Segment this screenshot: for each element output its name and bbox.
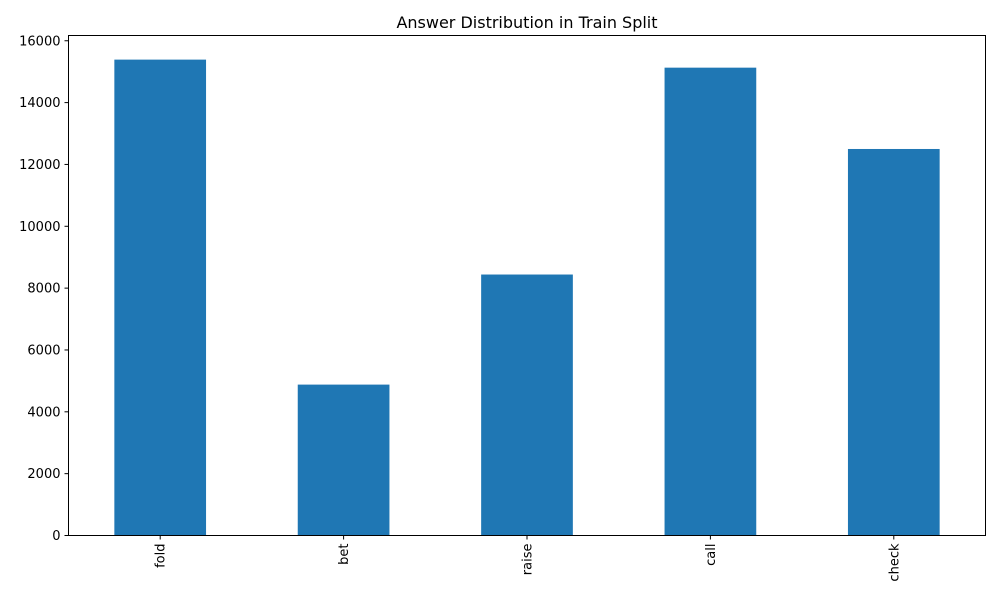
x-tick-label-raise: raise bbox=[521, 544, 536, 576]
y-tick-label: 16000 bbox=[19, 34, 60, 49]
x-tick-label-bet: bet bbox=[337, 544, 352, 565]
x-tick-label-call: call bbox=[704, 544, 719, 566]
bar-check bbox=[847, 148, 940, 536]
y-tick-label: 12000 bbox=[19, 158, 60, 173]
y-tick-label: 10000 bbox=[19, 220, 60, 235]
x-tick-label-check: check bbox=[887, 543, 902, 582]
y-tick-label: 2000 bbox=[27, 467, 60, 482]
y-tick-label: 4000 bbox=[27, 405, 60, 420]
y-axis: 0 2000 4000 6000 8000 10000 12000 14000 16000 bbox=[19, 34, 69, 544]
y-tick-label: 6000 bbox=[27, 343, 60, 358]
x-axis: fold bet raise call check bbox=[154, 535, 902, 582]
y-tick-label: 14000 bbox=[19, 96, 60, 111]
chart-title: Answer Distribution in Train Split bbox=[396, 13, 657, 32]
bar-bet bbox=[297, 384, 390, 536]
bar-raise bbox=[481, 274, 573, 536]
x-tick-label-fold: fold bbox=[154, 544, 169, 568]
bars-layer bbox=[114, 59, 940, 536]
bar-call bbox=[664, 67, 757, 536]
y-tick-label: 0 bbox=[52, 529, 60, 544]
bar-fold bbox=[114, 59, 207, 536]
y-tick-label: 8000 bbox=[27, 282, 60, 297]
